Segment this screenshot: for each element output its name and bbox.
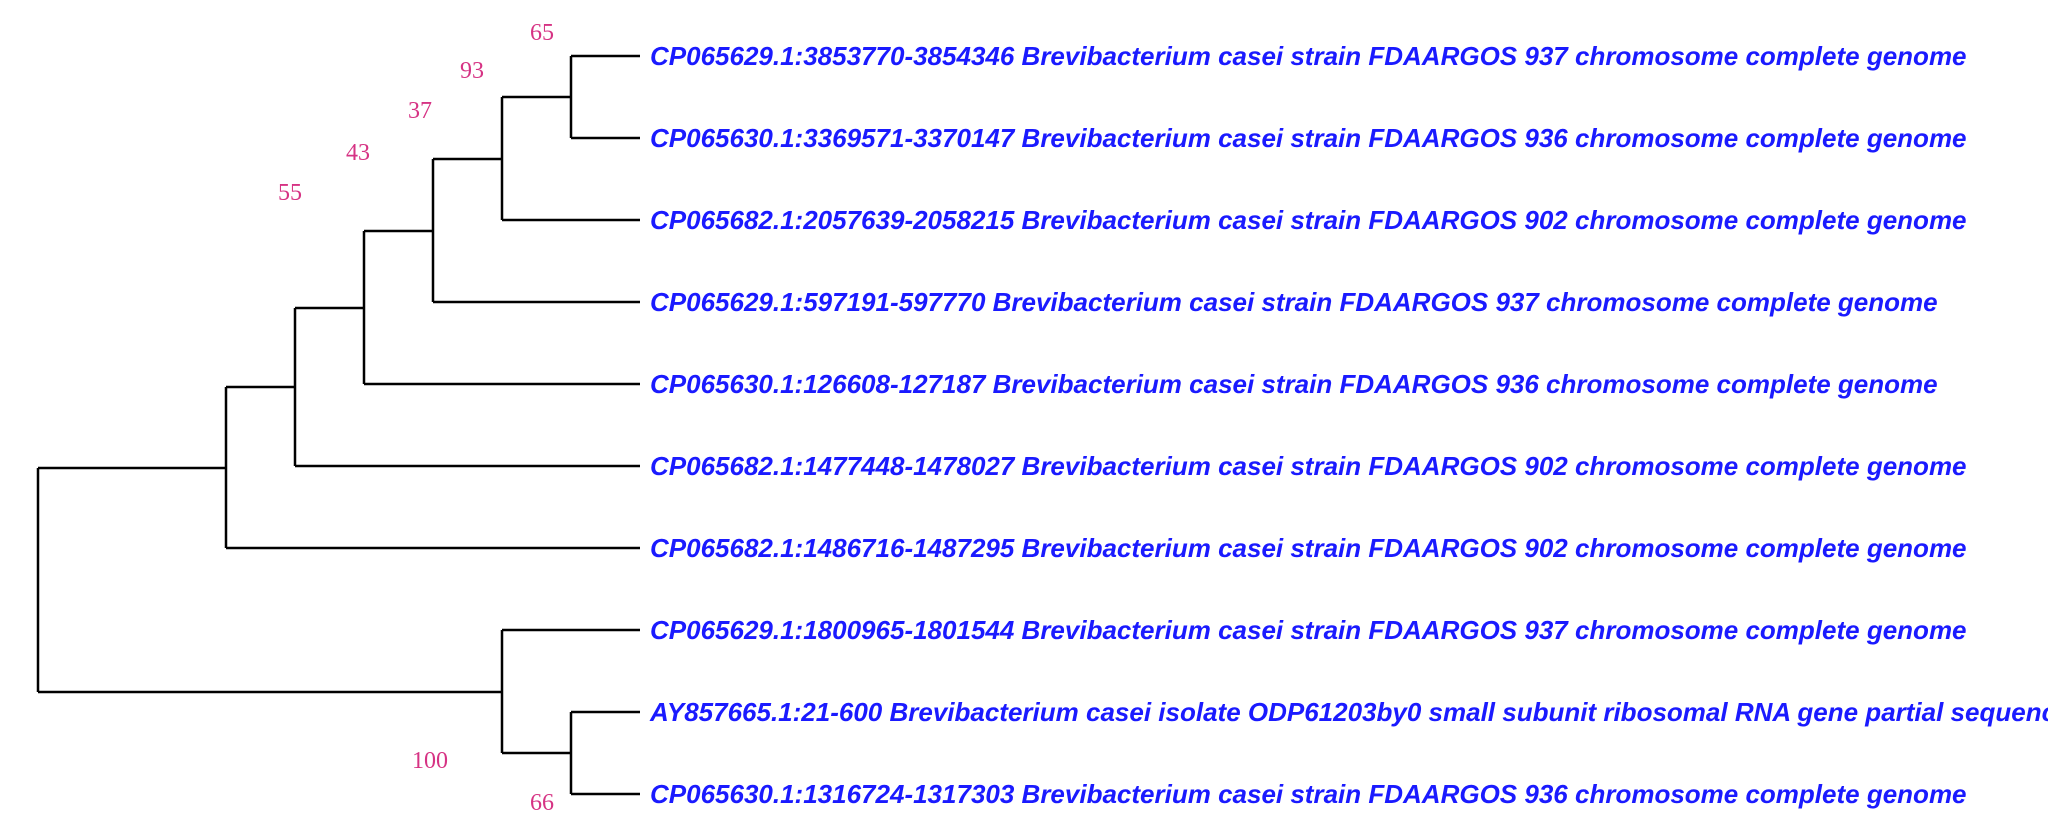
leaf-label: CP065630.1:3369571-3370147 Brevibacteriu… — [650, 123, 1967, 153]
leaf-label: CP065629.1:1800965-1801544 Brevibacteriu… — [650, 615, 1967, 645]
bootstrap-value: 93 — [460, 58, 484, 84]
bootstrap-value: 65 — [530, 20, 554, 46]
bootstrap-value: 55 — [278, 180, 302, 206]
leaf-label: CP065630.1:1316724-1317303 Brevibacteriu… — [650, 779, 1967, 809]
leaf-label: AY857665.1:21-600 Brevibacterium casei i… — [649, 697, 2048, 727]
phylogenetic-tree: CP065629.1:3853770-3854346 Brevibacteriu… — [0, 0, 2048, 834]
leaf-label: CP065630.1:126608-127187 Brevibacterium … — [650, 369, 1938, 399]
leaf-label: CP065682.1:1477448-1478027 Brevibacteriu… — [650, 451, 1967, 481]
leaf-label: CP065629.1:597191-597770 Brevibacterium … — [650, 287, 1938, 317]
bootstrap-value: 66 — [530, 790, 554, 816]
tree-branches — [38, 56, 640, 794]
leaf-label: CP065682.1:1486716-1487295 Brevibacteriu… — [650, 533, 1967, 563]
bootstrap-value: 43 — [346, 140, 370, 166]
leaf-label: CP065629.1:3853770-3854346 Brevibacteriu… — [650, 41, 1967, 71]
leaf-label: CP065682.1:2057639-2058215 Brevibacteriu… — [650, 205, 1967, 235]
bootstrap-value: 37 — [408, 98, 432, 124]
bootstrap-value: 100 — [412, 748, 448, 774]
